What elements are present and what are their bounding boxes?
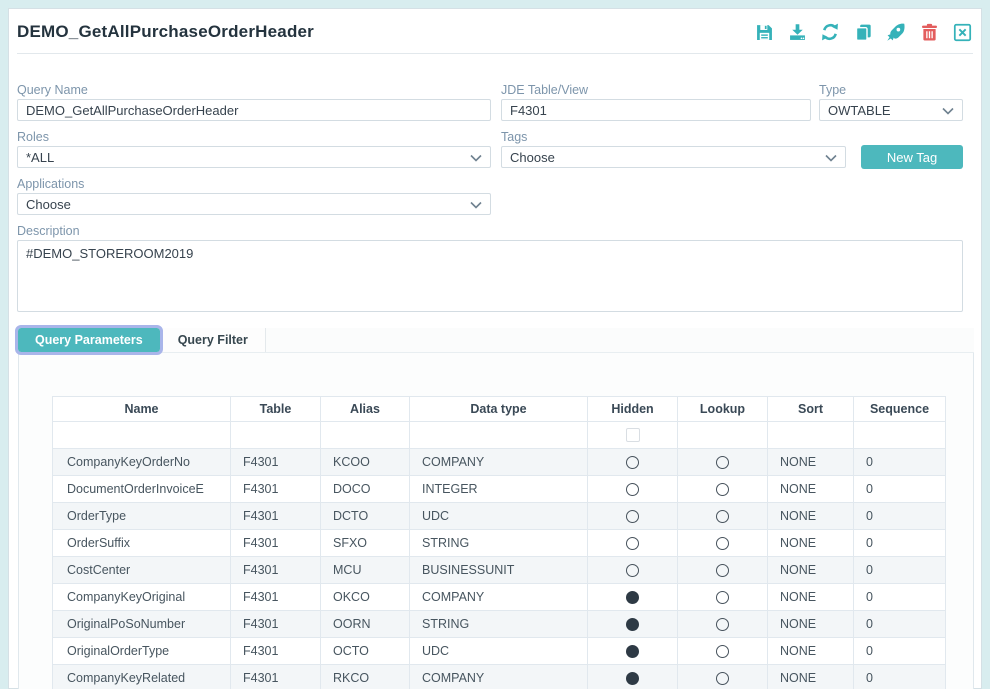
delete-button[interactable] xyxy=(918,21,940,43)
applications-select[interactable]: Choose xyxy=(17,193,491,215)
refresh-button[interactable] xyxy=(819,21,841,43)
hidden-radio[interactable] xyxy=(626,510,639,523)
hidden-radio[interactable] xyxy=(626,456,639,469)
hidden-radio[interactable] xyxy=(626,591,639,604)
save-button[interactable] xyxy=(753,21,775,43)
tags-select-value: Choose xyxy=(510,150,555,165)
table-row[interactable]: OriginalOrderType F4301 OCTO UDC NONE 0 xyxy=(53,638,946,665)
chevron-down-icon xyxy=(825,154,837,162)
trash-icon xyxy=(919,22,940,43)
copy-icon xyxy=(853,22,874,43)
rocket-icon xyxy=(885,21,907,43)
roles-select-value: *ALL xyxy=(26,150,54,165)
hidden-radio[interactable] xyxy=(626,537,639,550)
table-row[interactable]: OriginalPoSoNumber F4301 OORN STRING NON… xyxy=(53,611,946,638)
params-table-body: CompanyKeyOrderNo F4301 KCOO COMPANY NON… xyxy=(53,422,946,689)
table-row[interactable]: OrderType F4301 DCTO UDC NONE 0 xyxy=(53,503,946,530)
type-select[interactable]: OWTABLE xyxy=(819,99,963,121)
query-parameters-panel: Name Table Alias Data type Hidden Lookup… xyxy=(18,353,974,689)
hidden-radio[interactable] xyxy=(626,618,639,631)
description-textarea[interactable]: #DEMO_STOREROOM2019 xyxy=(17,240,963,312)
download-button[interactable] xyxy=(786,21,808,43)
lookup-radio[interactable] xyxy=(716,591,729,604)
tab-strip: Query Parameters Query Filter xyxy=(18,328,974,353)
column-header-lookup: Lookup xyxy=(678,397,768,422)
chevron-down-icon xyxy=(470,154,482,162)
column-header-data-type: Data type xyxy=(410,397,588,422)
table-row[interactable]: CompanyKeyRelated F4301 RKCO COMPANY NON… xyxy=(53,665,946,689)
lookup-radio[interactable] xyxy=(716,618,729,631)
table-row[interactable]: CompanyKeyOriginal F4301 OKCO COMPANY NO… xyxy=(53,584,946,611)
refresh-icon xyxy=(819,21,841,43)
download-icon xyxy=(787,22,808,43)
page-title: DEMO_GetAllPurchaseOrderHeader xyxy=(17,22,753,42)
save-icon xyxy=(754,22,775,43)
hidden-radio[interactable] xyxy=(626,645,639,658)
lookup-radio[interactable] xyxy=(716,510,729,523)
description-label: Description xyxy=(17,224,80,238)
lookup-radio[interactable] xyxy=(716,537,729,550)
roles-select[interactable]: *ALL xyxy=(17,146,491,168)
lookup-radio[interactable] xyxy=(716,645,729,658)
close-button[interactable] xyxy=(951,21,973,43)
applications-select-value: Choose xyxy=(26,197,71,212)
type-select-value: OWTABLE xyxy=(828,103,891,118)
tags-label: Tags xyxy=(501,130,527,144)
column-header-table: Table xyxy=(231,397,321,422)
chevron-down-icon xyxy=(470,201,482,209)
table-row[interactable]: CompanyKeyOrderNo F4301 KCOO COMPANY NON… xyxy=(53,449,946,476)
hidden-radio[interactable] xyxy=(626,672,639,685)
query-editor-card: DEMO_GetAllPurchaseOrderHeader xyxy=(8,8,982,689)
copy-button[interactable] xyxy=(852,21,874,43)
query-name-label: Query Name xyxy=(17,83,88,97)
table-row[interactable]: DocumentOrderInvoiceE F4301 DOCO INTEGER… xyxy=(53,476,946,503)
roles-label: Roles xyxy=(17,130,49,144)
column-header-sequence: Sequence xyxy=(854,397,946,422)
filter-row xyxy=(53,422,946,449)
hidden-filter-checkbox[interactable] xyxy=(626,428,640,442)
column-header-name: Name xyxy=(53,397,231,422)
tab-query-parameters[interactable]: Query Parameters xyxy=(18,328,160,352)
hidden-radio[interactable] xyxy=(626,483,639,496)
lookup-radio[interactable] xyxy=(716,483,729,496)
run-button[interactable] xyxy=(885,21,907,43)
table-row[interactable]: OrderSuffix F4301 SFXO STRING NONE 0 xyxy=(53,530,946,557)
parameters-table: Name Table Alias Data type Hidden Lookup… xyxy=(52,396,946,689)
query-name-input[interactable] xyxy=(17,99,491,121)
table-row[interactable]: CostCenter F4301 MCU BUSINESSUNIT NONE 0 xyxy=(53,557,946,584)
column-header-hidden: Hidden xyxy=(588,397,678,422)
jde-table-label: JDE Table/View xyxy=(501,83,588,97)
applications-label: Applications xyxy=(17,177,84,191)
table-header-row: Name Table Alias Data type Hidden Lookup… xyxy=(53,397,946,422)
tags-select[interactable]: Choose xyxy=(501,146,846,168)
column-header-alias: Alias xyxy=(321,397,410,422)
close-icon xyxy=(952,22,973,43)
lookup-radio[interactable] xyxy=(716,564,729,577)
type-label: Type xyxy=(819,83,846,97)
tab-query-filter[interactable]: Query Filter xyxy=(160,328,266,352)
lookup-radio[interactable] xyxy=(716,456,729,469)
column-header-sort: Sort xyxy=(768,397,854,422)
chevron-down-icon xyxy=(942,107,954,115)
hidden-radio[interactable] xyxy=(626,564,639,577)
toolbar xyxy=(753,21,973,43)
new-tag-button[interactable]: New Tag xyxy=(861,145,963,169)
lookup-radio[interactable] xyxy=(716,672,729,685)
card-header: DEMO_GetAllPurchaseOrderHeader xyxy=(17,9,973,54)
jde-table-input[interactable] xyxy=(501,99,811,121)
